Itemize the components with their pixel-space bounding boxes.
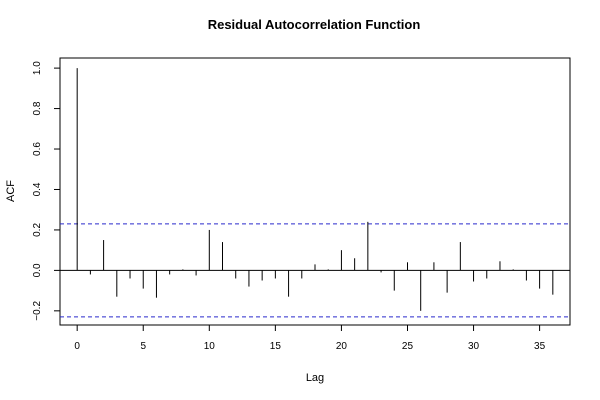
x-tick-label: 0	[74, 341, 80, 352]
y-axis-label: ACF	[5, 180, 17, 202]
x-tick-label: 25	[402, 341, 414, 352]
x-tick-label: 35	[534, 341, 546, 352]
y-tick-label: 1.0	[32, 61, 43, 75]
chart-title: Residual Autocorrelation Function	[208, 17, 421, 32]
y-tick-label: 0.4	[32, 182, 43, 196]
x-tick-label: 20	[336, 341, 348, 352]
x-axis: 0 5 10 15 20 25 30 35	[74, 324, 546, 352]
x-tick-label: 15	[270, 341, 282, 352]
y-tick-label: 0.2	[32, 223, 43, 237]
y-tick-label: 0.6	[32, 142, 43, 156]
y-tick-label: 0.8	[32, 101, 43, 115]
plot-area	[60, 68, 570, 318]
x-tick-label: 30	[468, 341, 480, 352]
plot-frame	[59, 57, 571, 326]
x-axis-label: Lag	[306, 372, 324, 384]
x-tick-label: 10	[204, 341, 216, 352]
y-axis: −0.2 0.0 0.2 0.4 0.6 0.8 1.0	[32, 61, 61, 321]
y-tick-label: 0.0	[32, 263, 43, 277]
y-tick-label: −0.2	[32, 301, 43, 321]
x-tick-label: 5	[140, 341, 146, 352]
